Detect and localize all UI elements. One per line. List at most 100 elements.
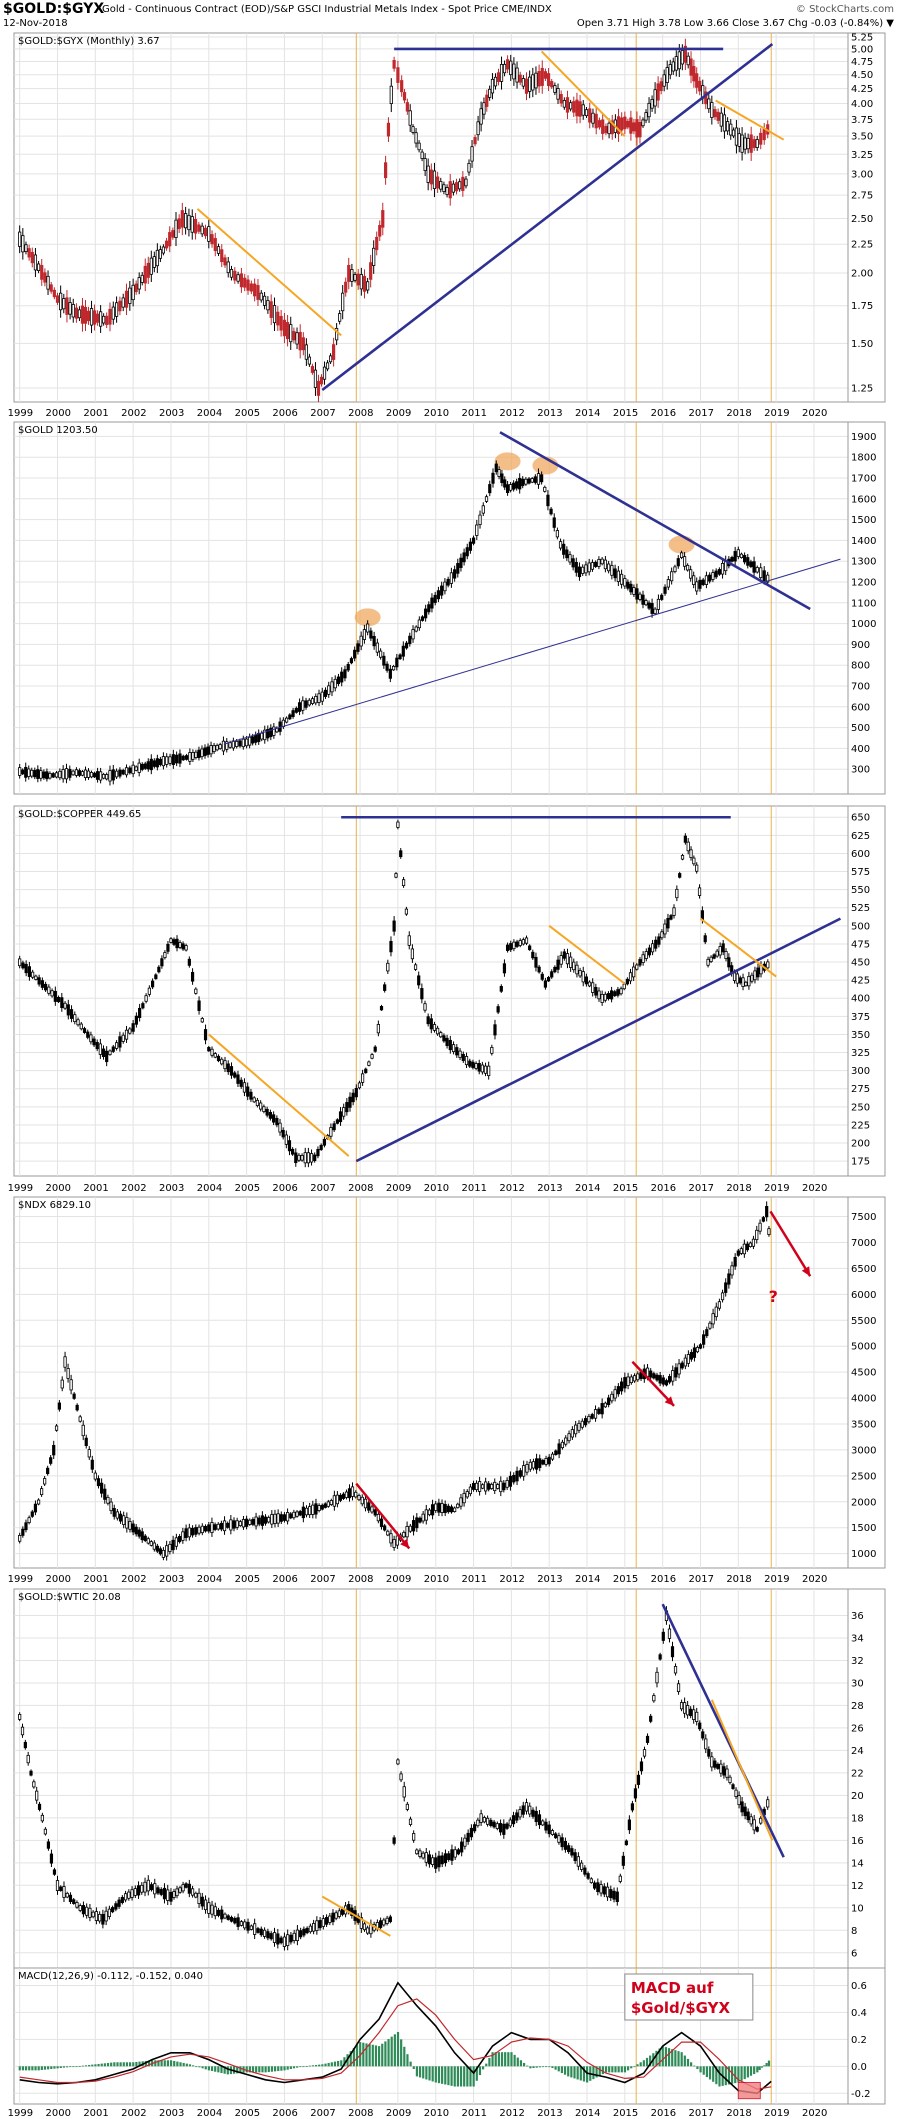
histogram-bar — [40, 2066, 43, 2071]
price-candle — [632, 1375, 637, 1382]
price-candle — [18, 1714, 22, 1720]
price-candle — [228, 742, 232, 748]
price-candle — [85, 1906, 89, 1916]
price-candle — [155, 1545, 159, 1552]
price-candle — [638, 959, 642, 966]
price-candle — [423, 1003, 427, 1011]
histogram-bar — [570, 2066, 573, 2078]
price-candle — [496, 1484, 500, 1489]
price-candle — [427, 1509, 432, 1516]
price-candle — [161, 1549, 166, 1558]
price-candle — [748, 1242, 753, 1248]
price-candle — [357, 1495, 361, 1501]
series-macd-line — [19, 1981, 772, 2095]
price-candle — [722, 114, 727, 132]
histogram-bar — [314, 2064, 318, 2067]
histogram-bar — [18, 2066, 21, 2071]
price-candle — [175, 1888, 179, 1897]
price-candle — [417, 142, 421, 151]
price-candle — [515, 1470, 519, 1482]
y-tick-label: -0.2 — [851, 2089, 871, 2100]
price-candle — [295, 1511, 299, 1517]
y-tick-label: 22 — [851, 1768, 864, 1779]
price-candle — [43, 1828, 47, 1835]
price-candle — [550, 1830, 555, 1835]
price-candle — [128, 1521, 132, 1530]
price-candle — [656, 598, 661, 610]
histogram-bar — [724, 2066, 727, 2086]
histogram-bar — [510, 2052, 513, 2067]
price-candle — [169, 1891, 173, 1902]
price-candle — [310, 366, 315, 373]
price-candle — [37, 977, 41, 985]
y-tick-label: 5000 — [851, 1342, 876, 1353]
price-candle — [42, 771, 46, 779]
price-candle — [276, 311, 280, 326]
price-candle — [288, 714, 292, 720]
histogram-bar — [529, 2066, 532, 2069]
year-tick-label: 2010 — [424, 1574, 449, 1585]
histogram-bar — [519, 2060, 523, 2067]
y-tick-label: 575 — [851, 867, 870, 878]
price-candle — [188, 752, 192, 762]
year-tick-label: 2016 — [651, 408, 676, 419]
price-candle — [347, 264, 351, 282]
price-candle — [276, 1933, 280, 1945]
price-candle — [301, 1506, 305, 1519]
price-candle — [308, 1925, 312, 1933]
price-candle — [695, 1711, 699, 1722]
price-candle — [479, 108, 483, 125]
price-candle — [46, 1841, 51, 1849]
histogram-bar — [188, 2064, 192, 2067]
price-candle — [221, 740, 226, 752]
year-tick-label: 2011 — [462, 1574, 487, 1585]
price-candle — [373, 1509, 377, 1516]
price-candle — [249, 1925, 253, 1930]
price-candle — [302, 1928, 306, 1936]
price-candle — [64, 768, 69, 780]
y-tick-label: 600 — [851, 702, 870, 713]
histogram-bar — [447, 2066, 450, 2086]
histogram-bar — [532, 2066, 535, 2068]
y-tick-label: 32 — [851, 1656, 864, 1667]
y-tick-label: 1.25 — [851, 384, 873, 395]
price-candle — [689, 58, 693, 76]
price-candle — [68, 1894, 73, 1902]
price-candle — [650, 603, 654, 614]
price-candle — [415, 1849, 419, 1855]
price-candle — [729, 123, 733, 136]
red-arrow — [631, 1360, 675, 1407]
price-candle — [73, 1014, 77, 1022]
y-tick-label: 5.25 — [851, 33, 873, 44]
price-candle — [632, 587, 636, 595]
price-candle — [755, 1827, 759, 1832]
y-tick-label: 1000 — [851, 619, 876, 630]
price-candle — [108, 770, 112, 782]
price-candle — [134, 766, 138, 771]
macd-note-line2: $Gold/$GYX — [631, 1999, 731, 2017]
price-candle — [443, 581, 447, 592]
price-candle — [373, 1046, 377, 1052]
price-candle — [766, 574, 770, 583]
histogram-bar — [522, 2062, 526, 2067]
price-candle — [453, 569, 457, 579]
price-candle — [89, 308, 94, 326]
histogram-bar — [226, 2066, 229, 2075]
price-candle — [676, 558, 680, 567]
price-candle — [527, 478, 531, 484]
price-candle — [437, 1502, 441, 1513]
histogram-bar — [393, 2034, 396, 2067]
y-tick-label: 275 — [851, 1084, 870, 1095]
year-tick-label: 2015 — [613, 1574, 638, 1585]
price-candle — [758, 1222, 762, 1232]
price-candle — [572, 961, 576, 971]
price-candle — [207, 1047, 211, 1052]
price-candle — [553, 85, 557, 93]
histogram-bar — [639, 2062, 642, 2067]
price-candle — [478, 1481, 482, 1492]
price-candle — [490, 1047, 494, 1054]
price-candle — [485, 1817, 490, 1825]
price-candle — [245, 738, 249, 747]
year-tick-label: 2015 — [613, 2108, 638, 2119]
histogram-bar — [163, 2060, 166, 2067]
